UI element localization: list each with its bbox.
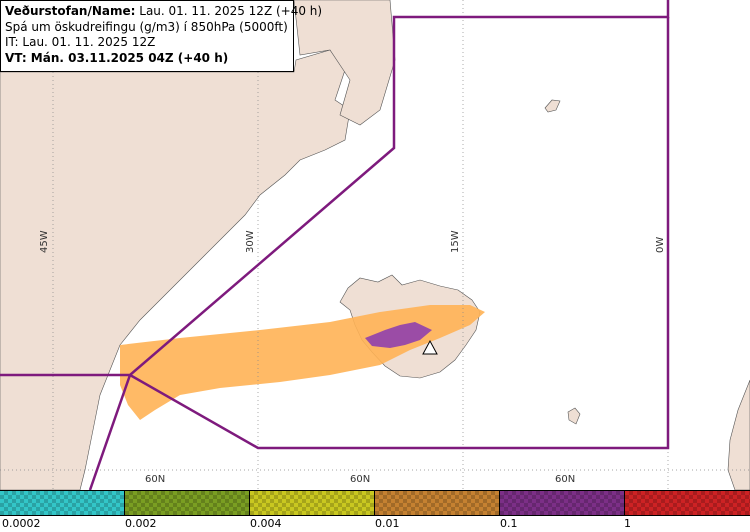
fir-boundary-sw bbox=[88, 374, 132, 490]
forecast-info-box: Veðurstofan/Name: Lau. 01. 11. 2025 12Z … bbox=[0, 0, 322, 72]
faroe-islands bbox=[567, 407, 581, 425]
ash-plume-high bbox=[365, 322, 432, 348]
lat-label-60n-b: 60N bbox=[350, 474, 370, 485]
greenland-north bbox=[293, 0, 396, 126]
legend-swatch-0 bbox=[0, 491, 125, 515]
fir-boundary-south bbox=[129, 17, 670, 450]
legend-swatch-1 bbox=[125, 491, 250, 515]
info-line-1: Veðurstofan/Name: Lau. 01. 11. 2025 12Z … bbox=[5, 4, 322, 20]
legend-swatch-5 bbox=[625, 491, 750, 515]
lon-label-30w: 30W bbox=[245, 230, 256, 253]
forecast-map: 45W 30W 15W 0W 60N 60N 60N bbox=[0, 0, 750, 490]
info-source-label: Veðurstofan/Name: bbox=[5, 4, 136, 18]
legend-swatch-4 bbox=[500, 491, 625, 515]
lon-label-45w: 45W bbox=[39, 230, 50, 253]
lon-label-15w: 15W bbox=[450, 230, 461, 253]
legend-swatch-3 bbox=[375, 491, 500, 515]
lat-label-60n-a: 60N bbox=[145, 474, 165, 485]
info-line-3: IT: Lau. 01. 11. 2025 12Z bbox=[5, 35, 156, 49]
legend-label-3: 0.01 bbox=[375, 517, 400, 530]
legend-label-5: 1 bbox=[624, 517, 631, 530]
lat-label-60n-c: 60N bbox=[555, 474, 575, 485]
legend-label-1: 0.002 bbox=[125, 517, 157, 530]
concentration-legend: 0.0002 0.002 0.004 0.01 0.1 1 bbox=[0, 490, 750, 532]
lon-label-0w: 0W bbox=[655, 237, 666, 253]
legend-swatch-2 bbox=[250, 491, 375, 515]
info-valid-time: VT: Mán. 03.11.2025 04Z (+40 h) bbox=[5, 50, 229, 65]
info-line-2: Spá um öskudreifingu (g/m3) í 850hPa (50… bbox=[5, 19, 288, 34]
greenland-landmass bbox=[0, 49, 351, 490]
legend-label-2: 0.004 bbox=[250, 517, 282, 530]
fir-boundary bbox=[0, 0, 670, 377]
legend-color-bar bbox=[0, 490, 750, 516]
volcano-icon bbox=[422, 339, 438, 355]
legend-label-0: 0.0002 bbox=[2, 517, 41, 530]
jan-mayen-islet bbox=[544, 99, 561, 113]
info-line-4: VT: Mán. 03.11.2025 04Z (+40 h) bbox=[5, 51, 289, 67]
info-run-time: Lau. 01. 11. 2025 12Z (+40 h) bbox=[135, 4, 323, 18]
legend-label-4: 0.1 bbox=[500, 517, 518, 530]
